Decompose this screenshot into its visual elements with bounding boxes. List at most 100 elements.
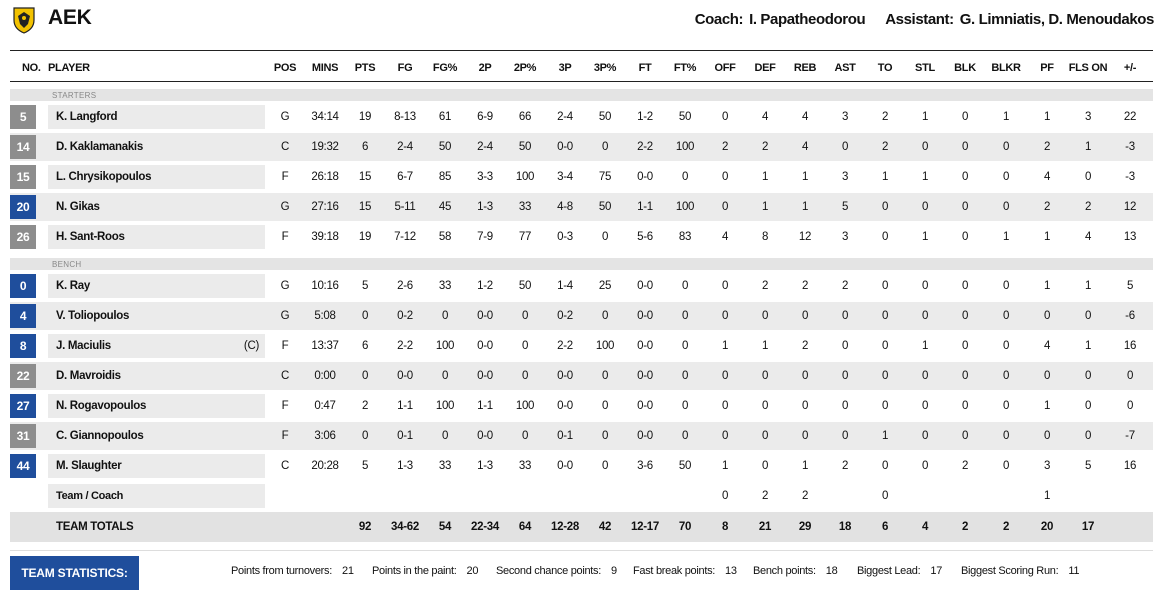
column-header[interactable]: 2P% xyxy=(513,61,537,74)
column-header[interactable]: AST xyxy=(834,61,856,74)
stat-cell-ast: 0 xyxy=(841,141,849,153)
player-row[interactable]: 0 K. Ray G 10:16 5 2-6 33 1-2 50 1-4 25 0-0 0 0 2 2 2 0 0 0… xyxy=(10,272,1153,300)
team-total-to: 6 xyxy=(881,521,889,533)
player-row[interactable]: 8 J. Maciulis (C) F 13:37 6 2-2 100 0-0 0 2-2 100 0-… xyxy=(10,332,1153,360)
stat-cell-pf: 1 xyxy=(1043,280,1051,292)
player-name-link[interactable]: C. Giannopoulos xyxy=(56,430,144,442)
stat-cell-p3p: 0 xyxy=(601,430,609,442)
stat-cell-p2p: 50 xyxy=(518,141,532,153)
player-row[interactable]: 44 M. Slaughter C 20:28 5 1-3 33 1-3 33 0-0 0 3-6 50… xyxy=(10,452,1153,480)
player-name-link[interactable]: D. Kaklamanakis xyxy=(56,141,143,153)
team-total-p3p: 42 xyxy=(598,521,612,533)
stat-cell-flson: 5 xyxy=(1084,460,1092,472)
stat-cell-reb: 0 xyxy=(801,310,809,322)
stat-cell-ft: 1-2 xyxy=(637,111,653,123)
player-name-link[interactable]: M. Slaughter xyxy=(56,460,122,472)
team-total-ft: 12-17 xyxy=(631,521,659,533)
column-header[interactable]: FG xyxy=(397,61,413,74)
column-header[interactable]: POS xyxy=(273,61,297,74)
stat-cell-mins: 0:00 xyxy=(314,370,336,382)
player-row[interactable]: 15 L. Chrysikopoulos F 26:18 15 6-7 85 3-3 100 3-… xyxy=(10,163,1153,191)
stat-cell-mins: 34:14 xyxy=(311,111,339,123)
column-header[interactable]: FT xyxy=(638,61,652,74)
column-header[interactable]: STL xyxy=(915,61,935,74)
stat-cell-ast: 0 xyxy=(841,430,849,442)
player-row[interactable]: 31 C. Giannopoulos F 3:06 0 0-1 0 0-0 0 0-1 0 0-0 0 0… xyxy=(10,422,1153,450)
stat-cell-p3: 0-0 xyxy=(557,370,573,382)
stat-cell-ast: 2 xyxy=(841,460,849,472)
stat-cell-pos: F xyxy=(281,171,289,183)
stat-cell-blk: 0 xyxy=(961,340,969,352)
column-header[interactable]: MINS xyxy=(311,61,339,74)
column-header[interactable]: +/- xyxy=(1123,61,1137,74)
stat-cell-pos: G xyxy=(280,280,290,292)
stat-cell-to: 0 xyxy=(881,370,889,382)
player-name-link[interactable]: H. Sant-Roos xyxy=(56,231,125,243)
column-header[interactable]: FG% xyxy=(432,61,458,74)
stat-cell-fgp: 33 xyxy=(438,280,452,292)
stat-cell-pts: 15 xyxy=(358,201,372,213)
player-row[interactable]: 27 N. Rogavopoulos F 0:47 2 1-1 100 1-1 100 0-0 0 0… xyxy=(10,392,1153,420)
column-header[interactable]: BLKR xyxy=(991,61,1021,74)
column-header[interactable]: BLK xyxy=(954,61,976,74)
stat-cell-pts: 6 xyxy=(361,141,369,153)
column-header[interactable]: 3P% xyxy=(593,61,617,74)
stat-cell-pf: 4 xyxy=(1043,340,1051,352)
stat-cell-ftp: 50 xyxy=(678,111,692,123)
player-name-link[interactable]: K. Ray xyxy=(56,280,90,292)
column-header[interactable]: PF xyxy=(1040,61,1054,74)
player-name-link[interactable]: L. Chrysikopoulos xyxy=(56,171,152,183)
stat-cell-blk: 0 xyxy=(961,310,969,322)
team-coach-def: 2 xyxy=(761,490,769,502)
stat-cell-pts: 2 xyxy=(361,400,369,412)
stat-cell-ftp: 50 xyxy=(678,460,692,472)
stat-cell-blk: 0 xyxy=(961,171,969,183)
player-row[interactable]: 14 D. Kaklamanakis C 19:32 6 2-4 50 2-4 50 0-0 0 2-… xyxy=(10,133,1153,161)
stat-cell-pts: 0 xyxy=(361,310,369,322)
stat-cell-blk: 0 xyxy=(961,400,969,412)
player-row[interactable]: 4 V. Toliopoulos G 5:08 0 0-2 0 0-0 0 0-2 0 0-0 0 0 0 0… xyxy=(10,302,1153,330)
column-header[interactable]: 3P xyxy=(558,61,572,74)
stat-cell-ft: 0-0 xyxy=(637,340,653,352)
column-header[interactable]: FLS ON xyxy=(1068,61,1108,74)
team-stat-value: 18 xyxy=(825,565,838,577)
column-header[interactable]: DEF xyxy=(754,61,776,74)
column-header[interactable]: REB xyxy=(793,61,817,74)
stat-cell-pts: 5 xyxy=(361,460,369,472)
column-header[interactable]: OFF xyxy=(714,61,736,74)
player-name-link[interactable]: K. Langford xyxy=(56,111,118,123)
stat-cell-reb: 1 xyxy=(801,171,809,183)
player-row[interactable]: 5 K. Langford G 34:14 19 8-13 61 6-9 66 2-4 50 1-2 5… xyxy=(10,103,1153,131)
stat-cell-pos: G xyxy=(280,111,290,123)
player-name-link[interactable]: N. Gikas xyxy=(56,201,100,213)
stat-cell-p3: 0-0 xyxy=(557,141,573,153)
stat-cell-fg: 6-7 xyxy=(397,171,413,183)
player-name-link[interactable]: V. Toliopoulos xyxy=(56,310,130,322)
player-row[interactable]: 22 D. Mavroidis C 0:00 0 0-0 0 0-0 0 0-0 0 0-0 0 0 0 0 0… xyxy=(10,362,1153,390)
player-name-link[interactable]: N. Rogavopoulos xyxy=(56,400,147,412)
stat-cell-def: 0 xyxy=(761,460,769,472)
team-total-pts: 92 xyxy=(358,521,372,533)
column-header[interactable]: PLAYER xyxy=(48,61,90,74)
player-name-link[interactable]: J. Maciulis xyxy=(56,340,111,352)
stat-cell-mins: 10:16 xyxy=(311,280,339,292)
coach-info: Coach: I. Papatheodorou Assistant: G. Limni… xyxy=(695,11,1155,28)
stat-cell-fg: 1-1 xyxy=(397,400,413,412)
stat-cell-mins: 26:18 xyxy=(311,171,339,183)
team-stat-item: Bench points: 18 xyxy=(753,565,838,577)
column-header[interactable]: TO xyxy=(877,61,893,74)
stat-cell-ftp: 0 xyxy=(681,340,689,352)
player-row[interactable]: 26 H. Sant-Roos F 39:18 19 7-12 58 7-9 77 0-3 0 5-6… xyxy=(10,223,1153,251)
column-header[interactable]: NO. xyxy=(22,61,41,74)
column-header[interactable]: FT% xyxy=(673,61,697,74)
column-header[interactable]: PTS xyxy=(354,61,376,74)
column-header[interactable]: 2P xyxy=(478,61,492,74)
stat-cell-stl: 1 xyxy=(921,171,929,183)
stat-cell-fg: 8-13 xyxy=(394,111,416,123)
player-row[interactable]: 20 N. Gikas G 27:16 15 5-11 45 1-3 33 4-8 50 1-1 100… xyxy=(10,193,1153,221)
stat-cell-ft: 0-0 xyxy=(637,430,653,442)
stat-cell-ast: 0 xyxy=(841,400,849,412)
stat-cell-p2p: 50 xyxy=(518,280,532,292)
stat-cell-pos: C xyxy=(280,460,289,472)
player-name-link[interactable]: D. Mavroidis xyxy=(56,370,121,382)
